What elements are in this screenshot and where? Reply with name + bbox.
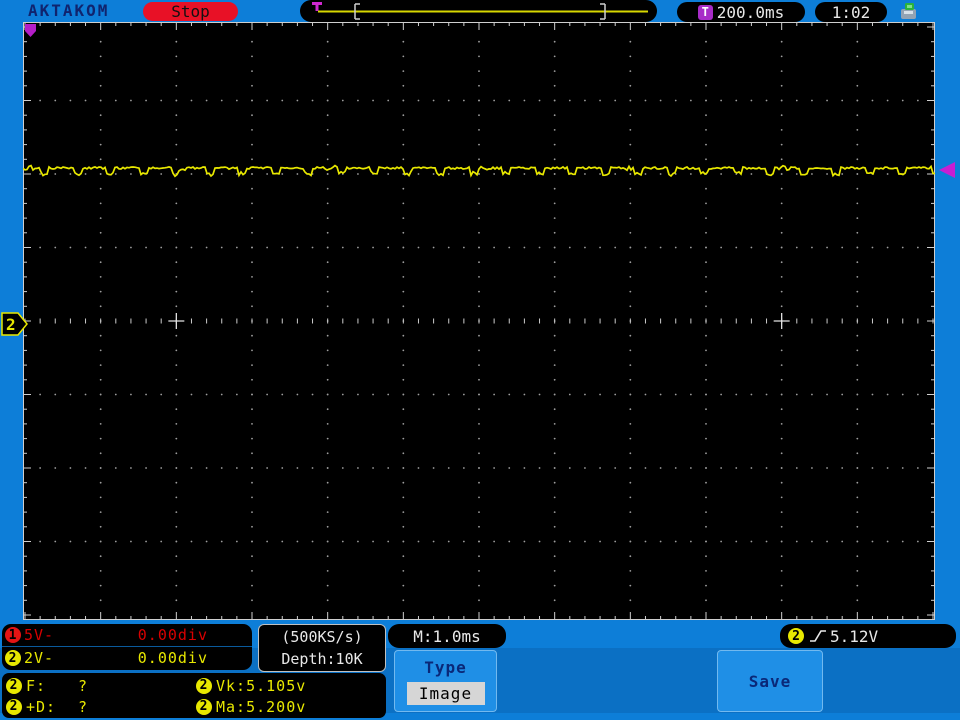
window-left-bracket-icon	[354, 3, 360, 20]
measurement-value: ?	[78, 676, 89, 695]
channel2-marker-label: 2	[6, 315, 16, 334]
channel1-scale: 5V-	[24, 626, 55, 644]
acquisition-info-box: (500KS/s) Depth:10K	[258, 624, 386, 672]
measurement-cell: 2 Ma: 5.200v	[192, 698, 386, 716]
channel-status-box: 1 5V- 0.00div 2 2V- 0.00div	[2, 624, 252, 670]
timebase-pill: M:1.0ms	[388, 624, 506, 648]
rising-edge-icon	[810, 630, 826, 642]
trigger-level-value: 5.12V	[830, 626, 879, 646]
measurement-value: 5.105v	[246, 676, 307, 695]
measurement-label: Ma:	[216, 697, 247, 716]
clock-value: 1:02	[831, 2, 871, 22]
record-depth-label: Depth:10K	[281, 650, 363, 668]
channel2-status-row: 2 2V- 0.00div	[2, 646, 252, 669]
trigger-position-bar[interactable]	[300, 0, 657, 22]
menu-type-label: Type	[424, 658, 467, 677]
measurement-channel-badge: 2	[6, 677, 22, 694]
measurement-cell: 2 +D: ?	[2, 698, 192, 716]
save-button[interactable]: Save	[717, 650, 823, 712]
measurements-box: 2 F: ? 2 Vk: 5.105v 2 +D: ? 2 Ma: 5.200v	[2, 673, 386, 718]
measurement-label: F:	[26, 676, 47, 695]
measurement-label: Vk:	[216, 676, 247, 695]
measurement-value: 5.200v	[246, 697, 307, 716]
trigger-status-pill: 2 5.12V	[780, 624, 956, 648]
channel2-scale: 2V-	[24, 649, 55, 667]
trigger-time-pill: T 200.0ms	[677, 2, 805, 22]
brand-logo: AKTAKOM	[28, 1, 110, 20]
measurement-label: +D:	[26, 697, 57, 716]
measurement-cell: 2 Vk: 5.105v	[192, 677, 386, 695]
measurement-value: ?	[78, 697, 89, 716]
trigger-position-graphic	[312, 2, 648, 20]
trigger-position-flag-icon	[312, 2, 322, 11]
trigger-horizontal-marker-icon[interactable]	[24, 23, 38, 39]
measurement-channel-badge: 2	[196, 677, 212, 694]
channel1-status-row: 1 5V- 0.00div	[2, 624, 252, 646]
graticule-and-trace	[22, 22, 936, 620]
menu-type-button[interactable]: Type Image	[394, 650, 497, 712]
trigger-channel-badge: 2	[788, 628, 804, 644]
sample-rate-label: (500KS/s)	[281, 628, 363, 646]
save-button-label: Save	[748, 671, 792, 691]
channel1-offset: 0.00div	[137, 626, 208, 644]
clock-pill: 1:02	[815, 2, 887, 22]
measurement-channel-badge: 2	[196, 698, 212, 715]
trigger-time-value: 200.0ms	[716, 2, 785, 22]
measurement-cell: 2 F: ?	[2, 677, 192, 695]
channel2-zero-marker[interactable]: 2	[1, 311, 29, 337]
trigger-type-icon: T	[697, 4, 713, 20]
acquisition-status-badge: Stop	[143, 2, 238, 21]
menu-type-selected-value[interactable]: Image	[406, 682, 485, 705]
scope-display	[22, 22, 936, 620]
channel2-badge: 2	[5, 650, 21, 666]
trigger-level-arrow-icon[interactable]	[937, 161, 957, 179]
usb-drive-icon	[901, 3, 916, 19]
channel2-offset: 0.00div	[137, 649, 208, 667]
timebase-value: M:1.0ms	[413, 626, 481, 646]
window-right-bracket-icon	[600, 3, 606, 20]
measurement-channel-badge: 2	[6, 698, 22, 715]
run-state-label: Stop	[171, 2, 210, 21]
channel1-badge: 1	[5, 627, 21, 643]
